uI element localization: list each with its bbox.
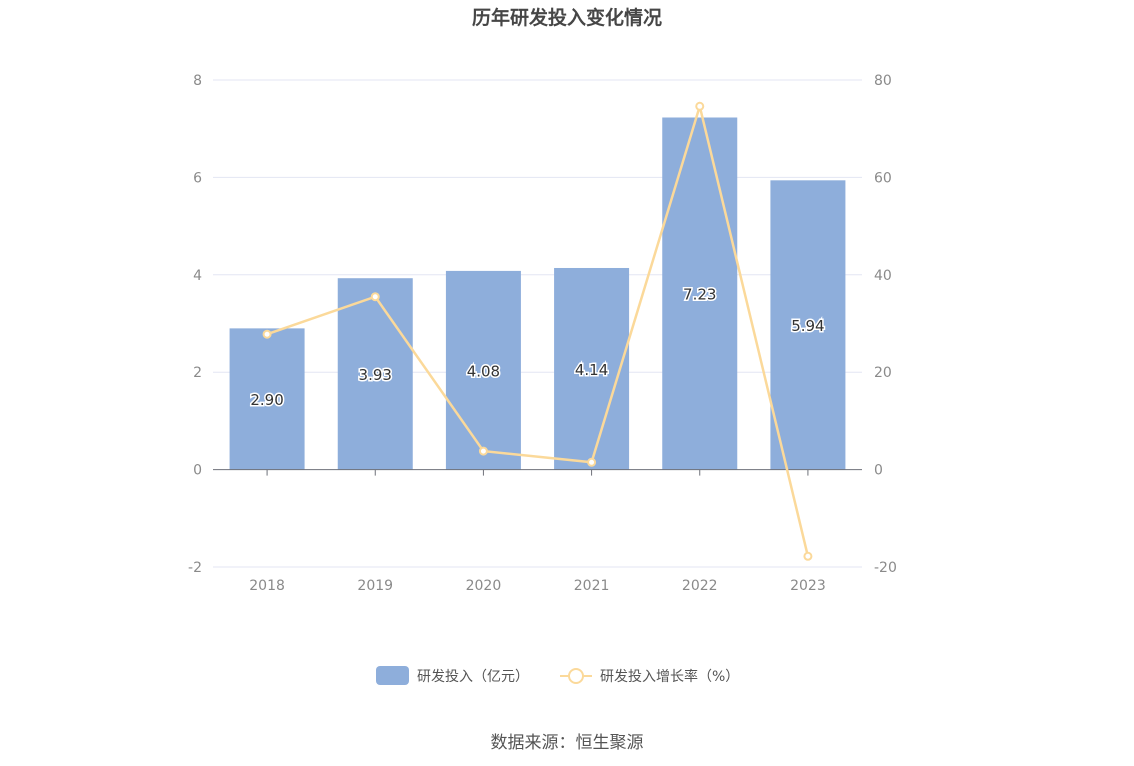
grid-lines: [213, 79, 862, 568]
legend-line-marker: [568, 668, 584, 684]
bar-2023[interactable]: [770, 180, 846, 470]
bar-value-label: 7.23: [683, 286, 716, 304]
bar-value-label: 4.14: [575, 361, 608, 379]
y-axis-left: -2 0 2 4 6 8: [188, 73, 202, 576]
x-axis-ticks: 2018 2019 2020 2021 2022 2023: [249, 578, 825, 594]
bar-value-label: 4.08: [467, 362, 500, 380]
y-right-tick-label: 0: [874, 463, 883, 479]
line-series: [262, 101, 813, 561]
growth-line: [266, 101, 810, 557]
x-tick-label: 2023: [790, 578, 826, 594]
y-right-tick-label: 80: [874, 73, 892, 89]
bar-series: [229, 117, 846, 470]
y-left-tick-label: 0: [193, 463, 202, 479]
x-axis: [213, 469, 862, 476]
legend[interactable]: 研发投入（亿元） 研发投入增长率（%）: [376, 666, 739, 685]
y-left-tick-label: 2: [193, 365, 202, 381]
growth-point-2021[interactable]: [587, 457, 597, 467]
bar-value-label: 5.94: [791, 317, 824, 335]
growth-point-2019[interactable]: [370, 292, 380, 302]
legend-bar-label: 研发投入（亿元）: [417, 669, 529, 685]
bar-2021[interactable]: [554, 267, 630, 470]
bar-2018[interactable]: [229, 328, 305, 470]
bar-2020[interactable]: [445, 270, 521, 470]
legend-item-bar[interactable]: 研发投入（亿元）: [376, 666, 529, 685]
growth-point-2022[interactable]: [695, 101, 705, 111]
y-left-tick-label: 6: [193, 170, 202, 186]
bar-2019[interactable]: [337, 278, 413, 470]
legend-line-label: 研发投入增长率（%）: [600, 668, 739, 685]
bar-2022[interactable]: [662, 117, 738, 470]
legend-item-line[interactable]: 研发投入增长率（%）: [560, 668, 739, 685]
x-tick-label: 2019: [357, 578, 393, 594]
chart-title: 历年研发投入变化情况: [472, 6, 662, 29]
x-tick-label: 2020: [466, 578, 502, 594]
bar-value-label: 2.90: [250, 391, 283, 409]
growth-point-2018[interactable]: [262, 329, 272, 339]
x-tick-label: 2021: [574, 578, 610, 594]
source-note: 数据来源：恒生聚源: [491, 733, 644, 753]
y-left-tick-label: 4: [193, 268, 202, 284]
legend-bar-swatch: [376, 666, 409, 685]
y-left-tick-label: -2: [188, 560, 202, 576]
y-right-tick-label: 40: [874, 268, 892, 284]
y-right-tick-label: 20: [874, 365, 892, 381]
bar-value-label: 3.93: [359, 366, 392, 384]
growth-point-2023[interactable]: [803, 551, 813, 561]
data-labels: 2.90 3.93 4.08 4.14 7.23 5.94: [249, 284, 826, 410]
y-left-tick-label: 8: [193, 73, 202, 89]
x-tick-label: 2022: [682, 578, 718, 594]
y-right-tick-label: 60: [874, 170, 892, 186]
growth-point-2020[interactable]: [478, 446, 488, 456]
y-right-tick-label: -20: [874, 560, 897, 576]
y-axis-right: -20 0 20 40 60 80: [874, 73, 897, 576]
x-tick-label: 2018: [249, 578, 285, 594]
